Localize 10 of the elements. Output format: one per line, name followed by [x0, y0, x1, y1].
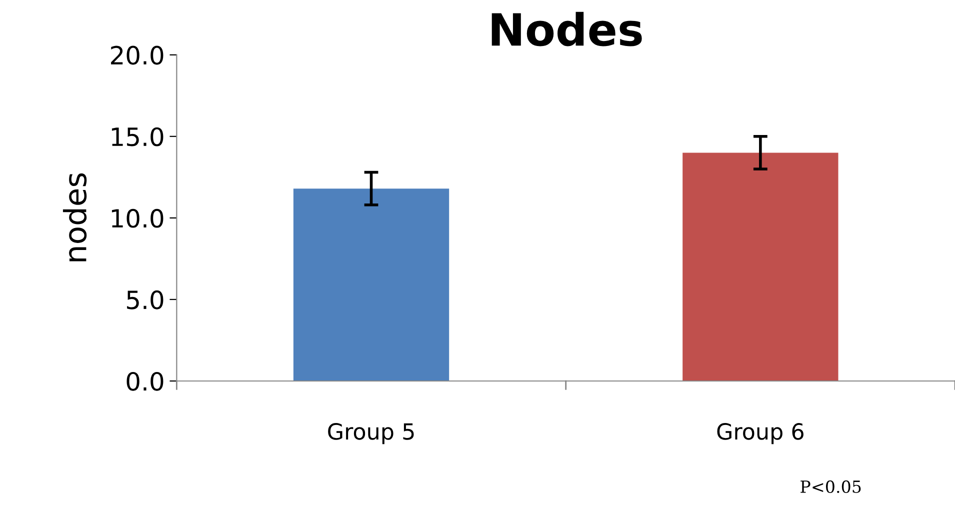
y-tick-label: 15.0	[112, 127, 164, 146]
y-tick-label: 10.0	[112, 208, 164, 228]
y-tick-label: 0.0	[126, 372, 164, 391]
text: P<0.05	[800, 480, 861, 493]
y-axis-title: nodes	[62, 173, 87, 262]
x-tick-label: Group 6	[717, 423, 804, 444]
y-tick-label: 5.0	[127, 290, 164, 310]
x-tick-label: Group 5	[328, 423, 414, 444]
y-tick-label: 20.0	[111, 46, 164, 65]
chart-title: Nodes	[492, 12, 642, 46]
